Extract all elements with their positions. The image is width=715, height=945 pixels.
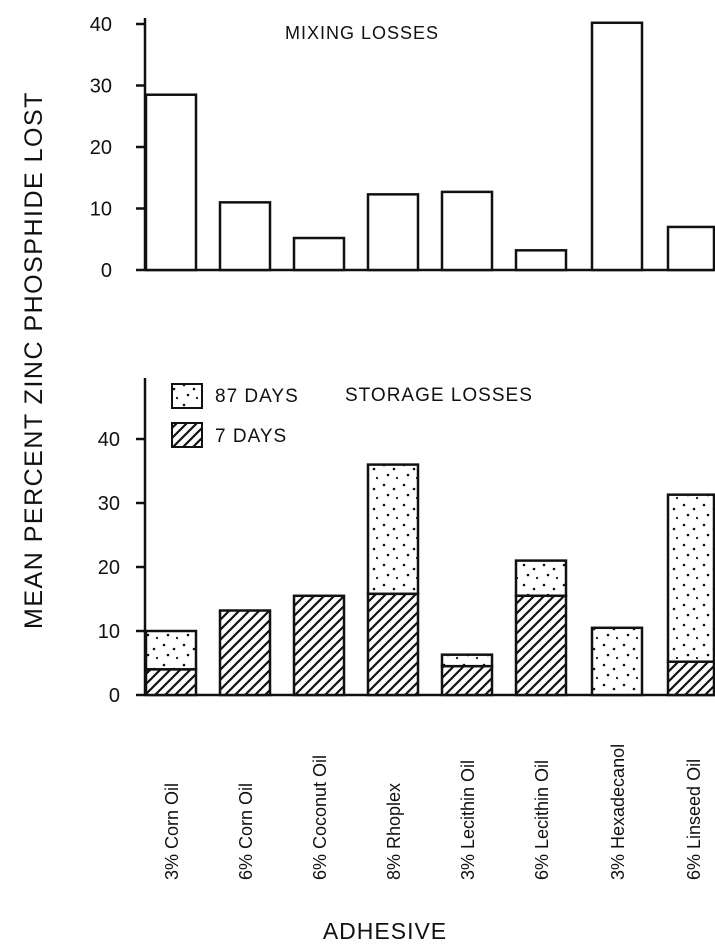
mixing-bar-3pct-corn-oil [144,93,198,272]
category-label-6pct-corn-oil: 6% Corn Oil [236,783,256,880]
mixing-y-tick-label: 30 [90,76,112,98]
category-label-6pct-coconut-oil: 6% Coconut Oil [310,755,330,880]
storage-y-ticks: 0 10 20 30 40 [98,429,145,707]
mixing-bar-3pct-hexadecanol [590,21,644,272]
legend: 87 DAYS 7 DAYS [171,383,299,448]
storage-chart-title: STORAGE LOSSES [345,385,533,406]
mixing-bar-6pct-coconut-oil [292,236,346,272]
storage-bar-87-days-6pct-lecithin-oil [514,559,568,598]
category-labels: 3% Corn Oil 6% Corn Oil 6% Coconut Oil 8% R… [162,744,704,880]
storage-bar-7-days-6pct-coconut-oil [292,594,346,697]
storage-bar-7-days-6pct-linseed-oil [666,660,715,697]
mixing-y-tick-label: 20 [90,137,112,159]
storage-bar-7-days-8pct-rhoplex [366,592,420,697]
storage-bar-7-days-6pct-corn-oil [218,609,272,697]
mixing-bar-6pct-linseed-oil [666,225,715,272]
mixing-y-tick-label: 10 [90,199,112,221]
y-axis-label: MEAN PERCENT ZINC PHOSPHIDE LOST [20,91,48,629]
storage-bar-87-days-3pct-lecithin-oil [440,653,494,668]
mixing-chart-title: MIXING LOSSES [285,23,439,43]
storage-y-tick-label: 30 [98,493,120,515]
storage-bar-87-days-3pct-corn-oil [144,629,198,671]
mixing-bars [144,21,715,272]
category-label-6pct-lecithin-oil: 6% Lecithin Oil [532,760,552,880]
storage-bar-7-days-6pct-lecithin-oil [514,594,568,697]
storage-bar-7-days-3pct-lecithin-oil [440,664,494,697]
x-axis-label: ADHESIVE [323,918,447,944]
storage-bars [144,463,715,697]
storage-y-tick-label: 10 [98,621,120,643]
category-label-3pct-lecithin-oil: 3% Lecithin Oil [458,760,478,880]
mixing-y-tick-label: 40 [90,14,112,36]
storage-y-tick-label: 0 [109,685,120,707]
storage-bar-87-days-3pct-hexadecanol [590,626,644,697]
mixing-bar-8pct-rhoplex [366,193,420,272]
legend-label-87-days: 87 DAYS [215,386,299,407]
legend-label-7-days: 7 DAYS [215,426,287,447]
mixing-bar-6pct-corn-oil [218,201,272,272]
mixing-chart: MIXING LOSSES 0 10 20 30 40 [90,14,715,282]
category-label-6pct-linseed-oil: 6% Linseed Oil [684,759,704,880]
storage-y-tick-label: 20 [98,557,120,579]
storage-y-tick-label: 40 [98,429,120,451]
storage-chart: STORAGE LOSSES 87 DAYS 7 DAYS 0 10 20 30 40 [98,378,715,707]
storage-bar-87-days-8pct-rhoplex [366,463,420,596]
mixing-bar-6pct-lecithin-oil [514,249,568,272]
legend-swatch-7-days [171,422,203,448]
mixing-bar-3pct-lecithin-oil [440,190,494,272]
category-label-8pct-rhoplex: 8% Rhoplex [384,783,404,880]
storage-bar-7-days-3pct-corn-oil [144,668,198,697]
category-label-3pct-corn-oil: 3% Corn Oil [162,783,182,880]
category-label-3pct-hexadecanol: 3% Hexadecanol [608,744,628,880]
legend-swatch-87-days [171,383,203,409]
mixing-y-tick-label: 0 [101,260,112,282]
mixing-y-ticks: 0 10 20 30 40 [90,14,145,282]
storage-bar-87-days-6pct-linseed-oil [666,493,715,663]
